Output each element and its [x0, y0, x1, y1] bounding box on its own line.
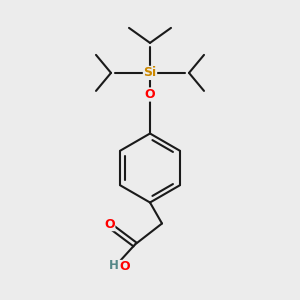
- Text: Si: Si: [143, 66, 157, 80]
- Text: O: O: [145, 88, 155, 101]
- Text: O: O: [119, 260, 130, 274]
- Text: H: H: [109, 259, 119, 272]
- Text: O: O: [104, 218, 115, 231]
